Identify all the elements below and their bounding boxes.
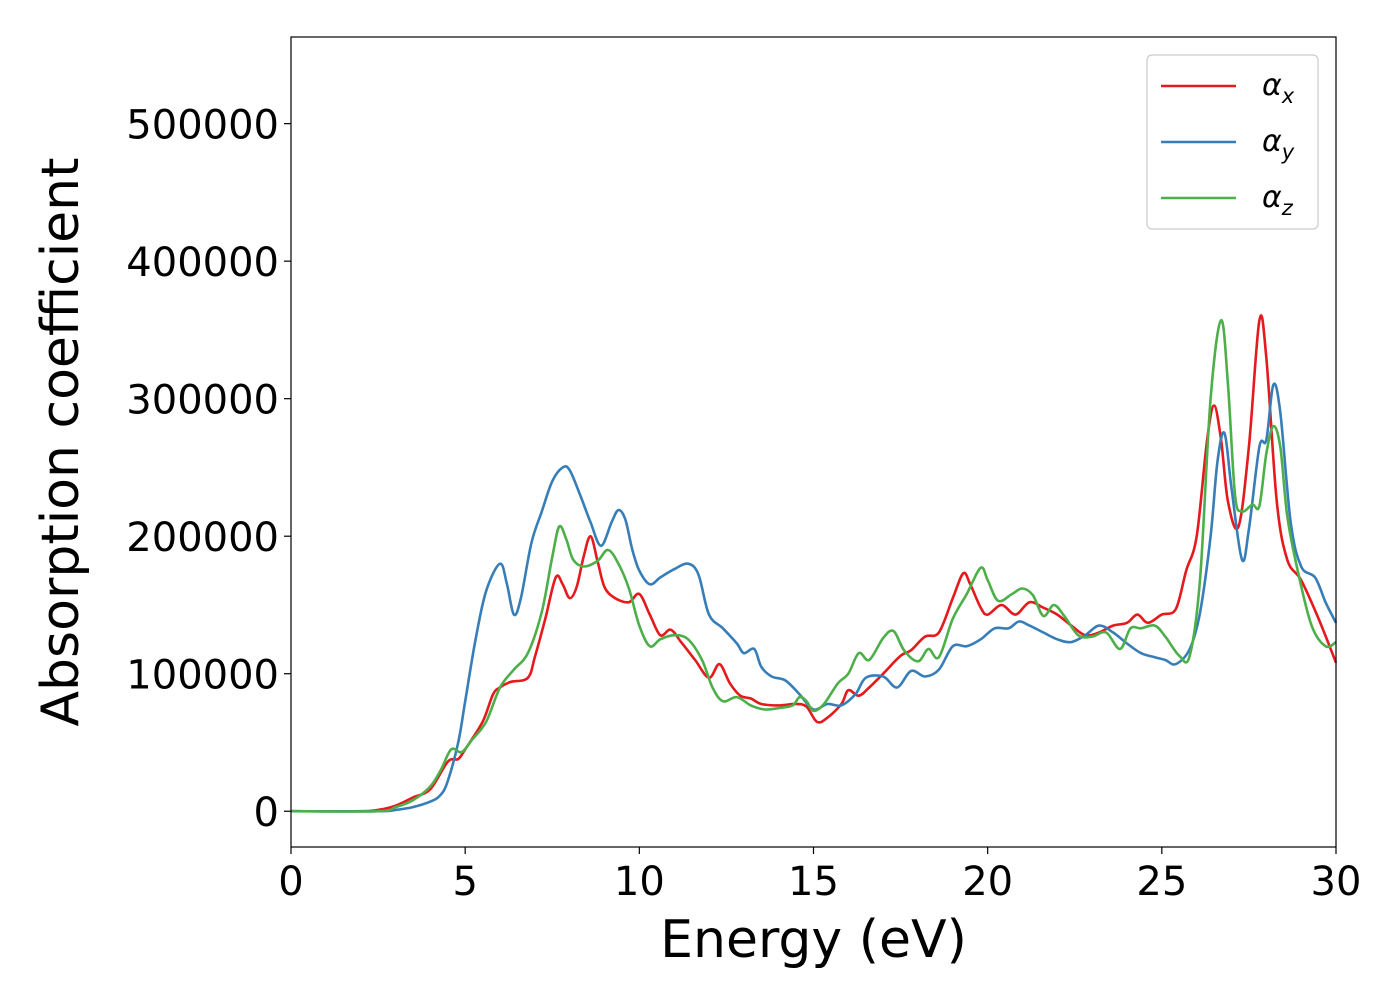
x-tick-label: 20 xyxy=(962,859,1013,905)
legend-label-x: αx xyxy=(1262,68,1295,108)
y-tick-label: 200000 xyxy=(126,515,279,561)
y-tick-label: 0 xyxy=(254,790,279,836)
legend-label-y: αy xyxy=(1262,124,1295,164)
legend: αx αy αz xyxy=(1146,54,1319,230)
x-axis-ticks: 0 5 10 15 20 25 30 xyxy=(278,847,1361,905)
y-axis-ticks: 0 100000 200000 300000 400000 500000 xyxy=(126,103,291,836)
x-tick-label: 10 xyxy=(614,859,665,905)
y-tick-label: 100000 xyxy=(126,653,279,699)
x-tick-label: 15 xyxy=(788,859,839,905)
series-line-z xyxy=(290,318,1337,813)
x-tick-label: 5 xyxy=(452,859,477,905)
x-tick-label: 0 xyxy=(278,859,303,905)
x-tick-label: 25 xyxy=(1136,859,1187,905)
series-line-y xyxy=(290,382,1338,813)
x-axis-title: Energy (eV) xyxy=(660,910,967,970)
y-tick-label: 400000 xyxy=(126,240,279,286)
y-axis-title: Absorption coefficient xyxy=(31,157,91,726)
y-tick-label: 500000 xyxy=(126,103,279,149)
x-tick-label: 30 xyxy=(1311,859,1362,905)
y-tick-label: 300000 xyxy=(126,378,279,424)
series-lines xyxy=(290,314,1338,813)
series-line-x xyxy=(290,314,1338,813)
legend-label-z: αz xyxy=(1262,180,1294,220)
